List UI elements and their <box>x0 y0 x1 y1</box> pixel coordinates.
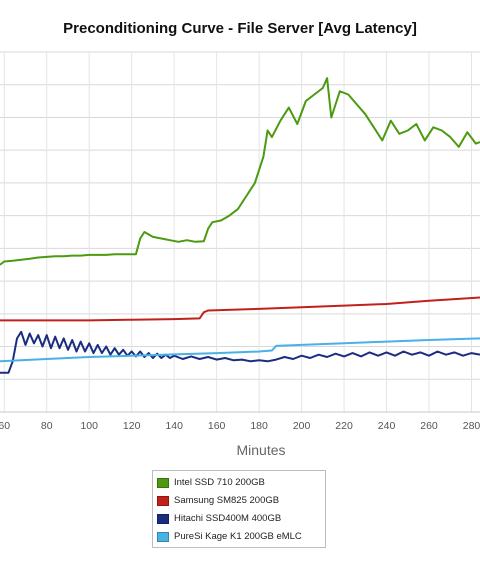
chart-title: Preconditioning Curve - File Server [Avg… <box>63 20 417 37</box>
x-tick-label: 240 <box>378 420 396 432</box>
legend-item: Intel SSD 710 200GB <box>157 475 265 490</box>
x-axis-label: Minutes <box>236 442 285 458</box>
x-tick-label: 140 <box>165 420 183 432</box>
legend-swatch <box>157 477 169 488</box>
x-tick-label: 220 <box>335 420 353 432</box>
legend-label: Hitachi SSD400M 400GB <box>174 513 282 524</box>
x-tick-label: 60 <box>0 420 10 432</box>
legend-swatch <box>157 495 169 506</box>
series-line-puresi-kage-k1-200gb-emlc <box>0 337 480 363</box>
series-line-samsung-sm825-200gb <box>0 296 480 322</box>
legend-item: Hitachi SSD400M 400GB <box>157 511 281 526</box>
legend-swatch <box>157 513 169 524</box>
legend: Intel SSD 710 200GB Samsung SM825 200GB Hi… <box>152 470 326 548</box>
legend-label: Intel SSD 710 200GB <box>174 477 265 488</box>
x-axis: 60 80 100 120 140 160 180 200 220 240 260 280 <box>0 411 480 432</box>
x-tick-label: 180 <box>250 420 268 432</box>
legend-label: PureSi Kage K1 200GB eMLC <box>174 531 302 542</box>
x-tick-label: 120 <box>123 420 141 432</box>
x-tick-label: 100 <box>80 420 98 432</box>
x-tick-label: 80 <box>41 420 53 432</box>
series-lines <box>0 77 480 374</box>
x-tick-label: 280 <box>463 420 480 432</box>
legend-item: Samsung SM825 200GB <box>157 493 279 508</box>
x-tick-label: 160 <box>208 420 226 432</box>
legend-swatch <box>157 531 169 542</box>
legend-label: Samsung SM825 200GB <box>174 495 280 506</box>
x-tick-label: 260 <box>420 420 438 432</box>
series-line-intel-ssd-710-200gb <box>0 77 480 266</box>
legend-item: PureSi Kage K1 200GB eMLC <box>157 529 302 544</box>
x-tick-label: 200 <box>293 420 311 432</box>
